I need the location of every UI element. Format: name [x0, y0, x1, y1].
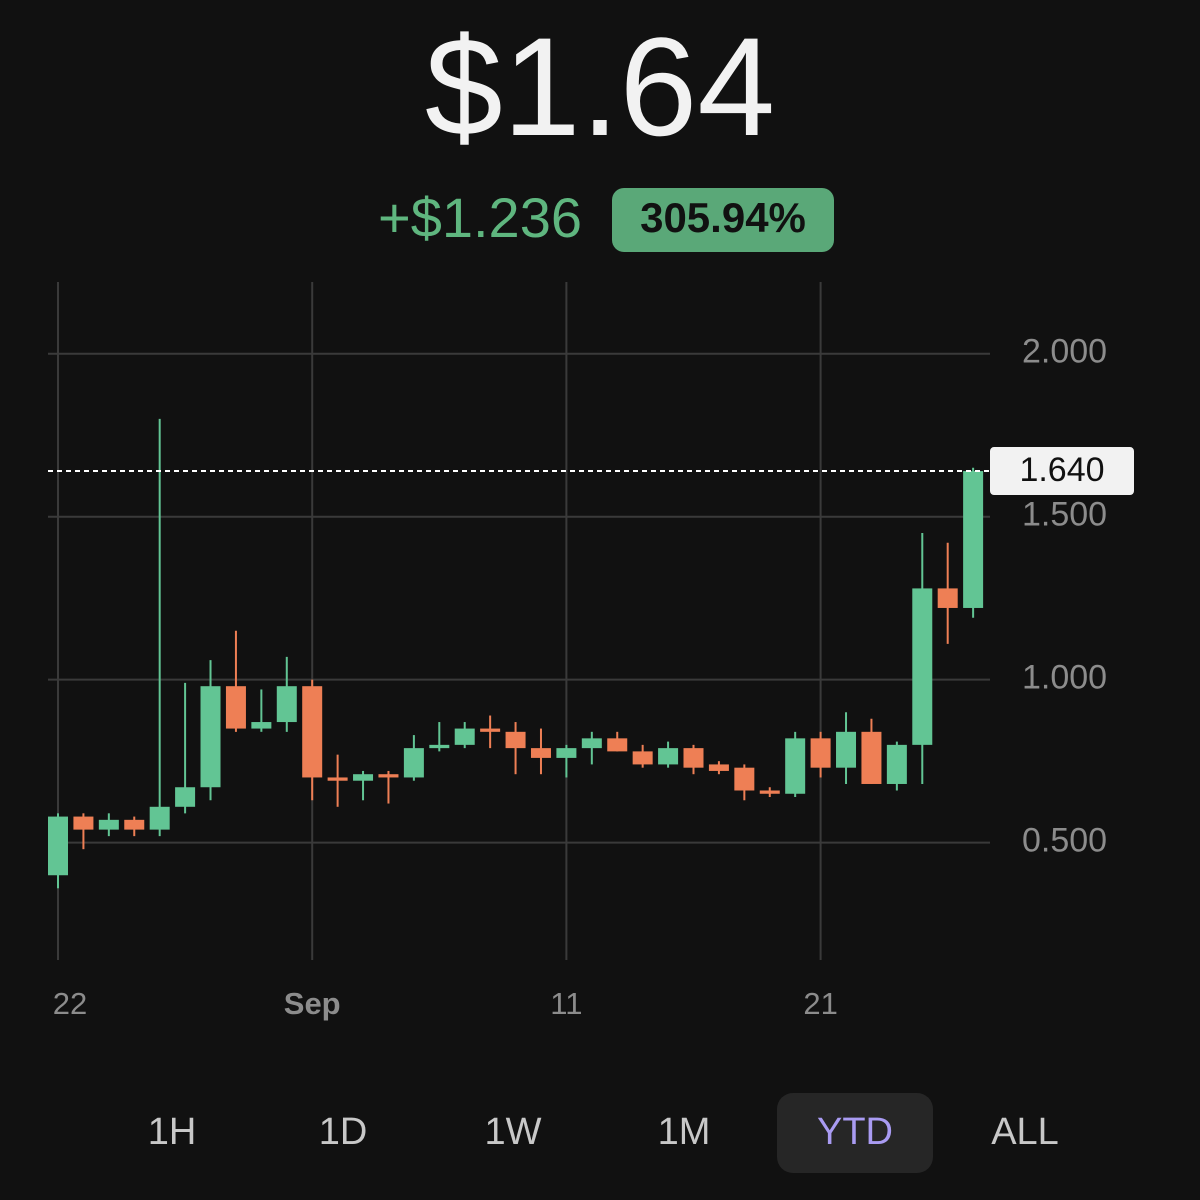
candle-body	[353, 774, 374, 781]
candle-body	[632, 751, 653, 765]
candle-body	[759, 790, 780, 794]
x-tick-label: 22	[53, 986, 87, 1021]
candle-body	[251, 722, 272, 729]
x-tick-label: Sep	[284, 986, 341, 1021]
timeframe-tab[interactable]: 1W	[485, 1111, 542, 1153]
candle-body	[607, 738, 628, 752]
x-tick-label: 11	[550, 986, 582, 1021]
timeframe-tabs: 1H 1D 1W 1M YTD ALL	[148, 1093, 1059, 1173]
y-tick-label: 1.500	[1022, 496, 1107, 534]
candle-body	[454, 728, 475, 745]
change-badge	[612, 188, 834, 252]
candle-body	[200, 686, 221, 788]
timeframe-tab[interactable]: 1D	[319, 1111, 368, 1153]
y-tick-label: 0.500	[1022, 822, 1107, 860]
candle-body	[556, 748, 577, 758]
candlestick-chart: 22 Sep 11 21 0.500 1.000 1.500 2.000 1.640	[48, 282, 1134, 1021]
candle-body	[48, 816, 68, 876]
candle-body	[73, 816, 94, 830]
candle-body	[302, 686, 323, 778]
timeframe-tab[interactable]: YTD	[817, 1111, 893, 1153]
candle-body	[530, 748, 551, 758]
candle-body	[403, 748, 424, 778]
candle-body	[861, 731, 882, 784]
candle-body	[658, 748, 679, 765]
change-percent: 305.94%	[640, 194, 806, 241]
candle-body	[276, 686, 297, 723]
candle-body	[429, 744, 450, 749]
candle-body	[683, 748, 704, 768]
candle-body	[836, 731, 857, 768]
y-tick-label: 1.000	[1022, 659, 1107, 697]
price: $1.64	[425, 8, 775, 165]
last-price-tag	[990, 447, 1134, 496]
candle-body	[378, 774, 399, 778]
candle-body	[98, 819, 119, 830]
candle-body	[581, 738, 602, 749]
timeframe-tab[interactable]: 1H	[148, 1111, 197, 1153]
candle-body	[937, 588, 958, 608]
candle-body	[480, 728, 501, 732]
candle-body	[734, 767, 755, 791]
candle-body	[963, 471, 984, 608]
candle-body	[327, 777, 348, 781]
timeframe-tab[interactable]: ALL	[991, 1111, 1059, 1153]
x-tick-label: 21	[803, 986, 837, 1021]
candle-body	[175, 787, 196, 807]
candle-body	[912, 588, 933, 745]
candle-body	[708, 764, 729, 771]
candle-body	[124, 819, 145, 830]
tab-highlight	[777, 1093, 933, 1173]
candle-body	[149, 806, 170, 830]
candle-body	[886, 744, 907, 784]
y-tick-label: 2.000	[1022, 333, 1107, 371]
candle-body	[785, 738, 806, 794]
timeframe-tab[interactable]: 1M	[658, 1111, 711, 1153]
candle-body	[810, 738, 831, 768]
candle-body	[225, 686, 246, 729]
last-price-label: 1.640	[1019, 451, 1104, 489]
price-change: +$1.236	[378, 186, 582, 249]
candle-body	[505, 731, 526, 749]
